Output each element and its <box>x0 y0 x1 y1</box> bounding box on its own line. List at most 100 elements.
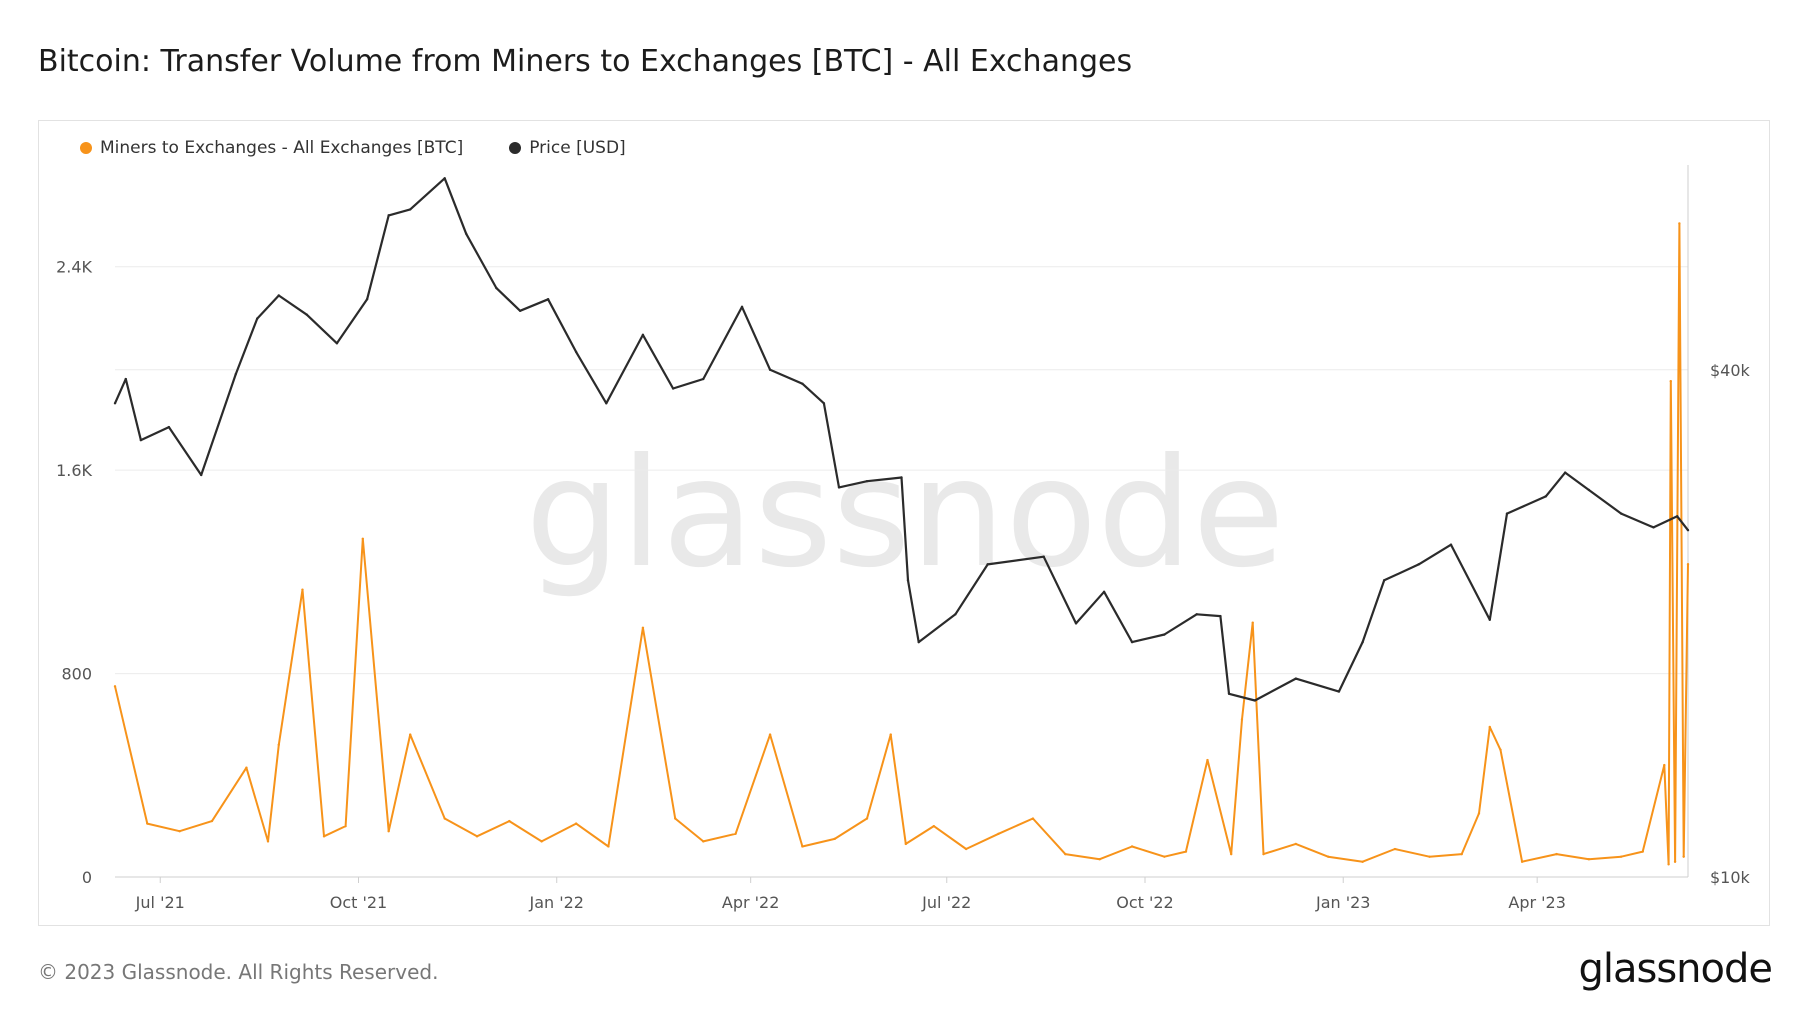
data-point-price <box>1227 692 1231 695</box>
data-point-volume <box>1477 812 1481 815</box>
y-left-tick-label: 2.4K <box>56 258 92 277</box>
data-point-volume <box>361 537 365 540</box>
data-point-volume <box>277 743 280 746</box>
legend-dot-volume <box>80 142 92 154</box>
data-point-volume <box>964 847 968 851</box>
data-point-price <box>1449 543 1453 546</box>
data-point-price <box>954 613 957 616</box>
data-point-volume <box>1520 860 1524 863</box>
data-point-price <box>199 473 203 477</box>
data-point-price <box>1042 555 1045 558</box>
data-point-volume <box>904 842 908 846</box>
data-point-price <box>387 214 390 217</box>
chart-panel <box>38 120 1770 926</box>
data-point-price <box>465 232 468 236</box>
data-point-volume <box>574 822 578 825</box>
data-point-volume <box>113 685 117 688</box>
data-point-price <box>801 382 804 385</box>
data-point-price <box>1563 471 1567 474</box>
data-point-volume <box>801 845 804 848</box>
data-point-price <box>518 309 522 312</box>
data-point-volume <box>475 835 479 838</box>
data-point-price <box>234 373 237 376</box>
data-point-volume <box>1641 850 1644 853</box>
data-point-volume <box>178 830 181 833</box>
copyright-footer: © 2023 Glassnode. All Rights Reserved. <box>38 960 439 984</box>
x-tick-label: Oct '22 <box>1116 893 1174 912</box>
data-point-price <box>443 177 446 180</box>
legend-item-price[interactable]: Price [USD] <box>509 138 626 158</box>
data-point-volume <box>344 824 347 828</box>
data-point-price <box>702 377 705 381</box>
x-tick-label: Jul '21 <box>135 893 185 912</box>
data-point-volume <box>1686 563 1690 566</box>
data-point-price <box>139 438 143 442</box>
data-point-volume <box>702 840 705 843</box>
data-point-volume <box>245 766 248 769</box>
data-point-volume <box>1587 858 1591 861</box>
data-point-volume <box>266 840 270 843</box>
data-point-volume <box>674 817 677 820</box>
data-point-volume <box>1555 852 1558 856</box>
data-point-volume <box>387 830 390 833</box>
data-point-volume <box>1361 860 1364 863</box>
legend-item-volume[interactable]: Miners to Exchanges - All Exchanges [BTC… <box>80 138 463 158</box>
data-point-volume <box>1262 852 1265 856</box>
legend-label-volume: Miners to Exchanges - All Exchanges [BTC… <box>100 138 464 158</box>
data-point-price <box>865 479 869 483</box>
y-right-tick-label: $40k <box>1710 361 1751 380</box>
data-point-volume <box>768 733 772 736</box>
data-point-volume <box>1206 758 1209 762</box>
data-point-price <box>740 305 744 309</box>
data-point-price <box>1195 613 1198 616</box>
data-point-price <box>1337 690 1341 693</box>
data-point-price <box>768 368 772 371</box>
data-point-volume <box>1488 725 1491 729</box>
data-point-volume <box>865 817 869 820</box>
data-point-volume <box>443 817 446 820</box>
data-point-volume <box>1428 855 1431 858</box>
data-point-volume <box>210 819 214 823</box>
data-point-volume <box>1499 748 1502 752</box>
data-point-price <box>1361 640 1364 644</box>
data-point-volume <box>1130 845 1134 848</box>
data-point-volume <box>322 835 326 838</box>
data-point-volume <box>1240 718 1244 721</box>
data-point-price <box>546 298 550 301</box>
data-point-price <box>167 425 171 429</box>
data-point-price <box>1253 699 1257 702</box>
data-point-price <box>671 387 675 390</box>
data-point-price <box>1163 633 1166 636</box>
data-point-volume <box>1393 847 1397 851</box>
data-point-volume <box>1682 855 1685 858</box>
data-point-price <box>1620 512 1623 515</box>
data-point-price <box>822 402 826 405</box>
data-point-price <box>305 313 308 316</box>
data-point-volume <box>1663 763 1666 767</box>
data-point-volume <box>1460 852 1463 856</box>
data-point-volume <box>1163 855 1166 858</box>
data-point-price <box>1587 488 1591 492</box>
data-point-price <box>335 342 339 345</box>
data-point-price <box>1676 515 1679 518</box>
data-point-price <box>1686 529 1690 532</box>
y-right-tick-label: $10k <box>1710 868 1751 887</box>
data-point-price <box>124 377 127 381</box>
data-point-volume <box>1326 855 1330 858</box>
data-point-volume <box>1678 222 1681 225</box>
data-point-price <box>113 402 117 405</box>
series-line-price <box>113 177 1689 702</box>
data-point-volume <box>641 626 645 629</box>
data-point-price <box>986 563 989 566</box>
data-point-price <box>574 350 578 354</box>
data-point-price <box>605 402 608 405</box>
data-point-volume <box>1669 379 1672 383</box>
x-tick-label: Jul '22 <box>921 893 971 912</box>
data-point-price <box>1219 614 1222 618</box>
data-point-volume <box>301 588 304 591</box>
data-point-price <box>1417 563 1420 566</box>
brand-logo: glassnode <box>1578 946 1773 992</box>
data-point-price <box>1652 526 1655 529</box>
data-point-price <box>409 208 412 211</box>
